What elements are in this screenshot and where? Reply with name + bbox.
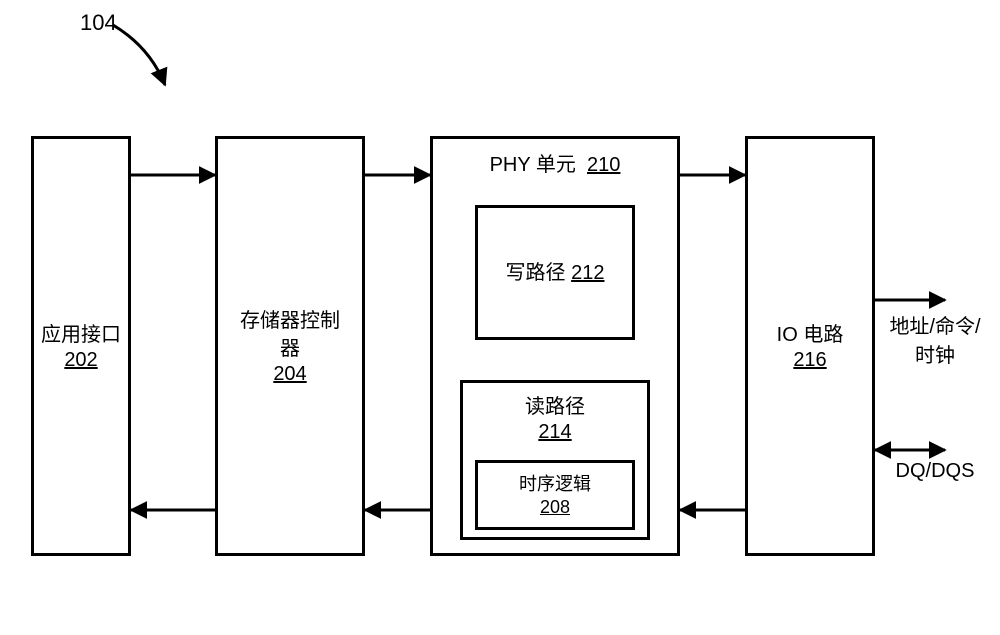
block-timing-logic-title: 时序逻辑 bbox=[519, 472, 591, 497]
block-io-circuit-title: IO 电路 bbox=[777, 321, 844, 349]
block-phy-unit-title: PHY 单元 210 bbox=[490, 151, 621, 179]
block-memory-controller-title: 存储器控制器 bbox=[240, 307, 340, 363]
block-app-interface-ref: 202 bbox=[64, 349, 97, 372]
block-memory-controller-ref: 204 bbox=[273, 363, 306, 386]
diagram-canvas: 104 应用接口 202 存储器控制器 204 PHY 单元 210 写路径 2… bbox=[0, 0, 1000, 635]
block-write-path: 写路径 212 bbox=[475, 205, 635, 340]
block-io-circuit-ref: 216 bbox=[793, 349, 826, 372]
block-read-path-ref: 214 bbox=[538, 421, 571, 444]
block-timing-logic: 时序逻辑 208 bbox=[475, 460, 635, 530]
block-timing-logic-ref: 208 bbox=[540, 497, 570, 518]
block-app-interface-title: 应用接口 bbox=[41, 321, 121, 349]
label-addr-cmd-clk: 地址/命令/ 时钟 bbox=[880, 310, 990, 368]
block-read-path-title: 读路径 bbox=[525, 393, 585, 421]
block-write-path-title: 写路径 212 bbox=[506, 259, 605, 287]
block-io-circuit: IO 电路 216 bbox=[745, 136, 875, 556]
block-memory-controller: 存储器控制器 204 bbox=[215, 136, 365, 556]
figure-ref-label: 104 bbox=[80, 10, 117, 36]
block-app-interface: 应用接口 202 bbox=[31, 136, 131, 556]
label-dq-dqs: DQ/DQS bbox=[880, 460, 990, 483]
